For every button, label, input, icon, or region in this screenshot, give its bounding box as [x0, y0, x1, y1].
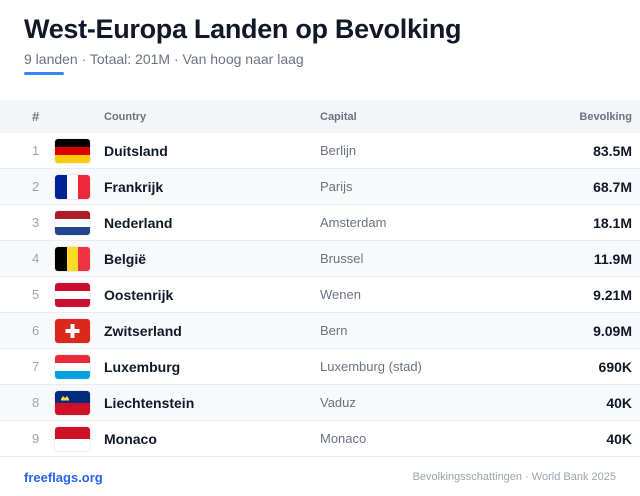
row-rank: 8: [32, 395, 40, 410]
row-capital: Amsterdam: [320, 215, 387, 230]
row-capital: Berlijn: [320, 143, 357, 158]
switzerland-flag-icon: [55, 318, 90, 343]
table-row[interactable]: 6 Zwitserland Bern 9.09M: [0, 313, 640, 349]
data-source-note: Bevolkingsschattingen · World Bank 2025: [412, 471, 616, 483]
row-country: Nederland: [104, 214, 173, 231]
table-row[interactable]: 2 Frankrijk Parijs 68.7M: [0, 169, 640, 205]
row-rank: 9: [32, 431, 40, 446]
table-row[interactable]: 8 Liechtenstein Vaduz 40K: [0, 385, 640, 421]
row-country: Liechtenstein: [104, 394, 195, 411]
row-country: Frankrijk: [104, 178, 164, 195]
table-header: # Country Capital Bevolking: [0, 100, 640, 133]
freeflags-link[interactable]: freeflags.org: [24, 469, 103, 485]
monaco-flag-icon: [55, 426, 90, 451]
row-population: 18.1M: [593, 214, 632, 231]
row-capital: Monaco: [320, 431, 367, 446]
page-header: West-Europa Landen op Bevolking 9 landen…: [24, 12, 624, 68]
row-population: 690K: [598, 358, 632, 375]
row-capital: Parijs: [320, 179, 353, 194]
table-row[interactable]: 5 Oostenrijk Wenen 9.21M: [0, 277, 640, 313]
row-population: 11.9M: [593, 250, 632, 267]
row-population: 9.21M: [593, 286, 632, 303]
row-rank: 6: [32, 323, 40, 338]
page-footer: freeflags.org Bevolkingsschattingen · Wo…: [0, 462, 640, 492]
row-capital: Wenen: [320, 287, 361, 302]
table-row[interactable]: 9 Monaco Monaco 40K: [0, 421, 640, 457]
germany-flag-icon: [55, 138, 90, 163]
row-capital: Luxemburg (stad): [320, 359, 422, 374]
row-capital: Brussel: [320, 251, 364, 266]
row-capital: Vaduz: [320, 395, 356, 410]
row-rank: 4: [32, 251, 40, 266]
row-capital: Bern: [320, 323, 348, 338]
liechtenstein-flag-icon: [55, 390, 90, 415]
netherlands-flag-icon: [55, 210, 90, 235]
row-rank: 7: [32, 359, 40, 374]
luxembourg-flag-icon: [55, 354, 90, 379]
row-rank: 2: [32, 179, 40, 194]
row-country: Oostenrijk: [104, 286, 174, 303]
table-row[interactable]: 7 Luxemburg Luxemburg (stad) 690K: [0, 349, 640, 385]
column-header-population[interactable]: Bevolking: [579, 110, 632, 123]
title-accent-bar: [24, 72, 64, 75]
row-population: 83.5M: [593, 142, 632, 159]
table-row[interactable]: 4 België Brussel 11.9M: [0, 241, 640, 277]
page-subtitle: 9 landen · Totaal: 201M · Van hoog naar …: [24, 51, 304, 67]
france-flag-icon: [55, 174, 90, 199]
column-header-capital[interactable]: Capital: [320, 110, 357, 123]
row-rank: 3: [32, 215, 40, 230]
row-population: 68.7M: [593, 178, 632, 195]
row-population: 40K: [606, 430, 632, 447]
belgium-flag-icon: [55, 246, 90, 271]
table-row[interactable]: 1 Duitsland Berlijn 83.5M: [0, 133, 640, 169]
row-country: Luxemburg: [104, 358, 181, 375]
row-country: Zwitserland: [104, 322, 182, 339]
row-rank: 5: [32, 287, 40, 302]
row-population: 40K: [606, 394, 632, 411]
column-header-rank: #: [32, 109, 40, 124]
population-table: # Country Capital Bevolking 1 Duitsland …: [0, 100, 640, 457]
austria-flag-icon: [55, 282, 90, 307]
row-rank: 1: [32, 143, 40, 158]
row-country: België: [104, 250, 147, 267]
row-country: Monaco: [104, 430, 157, 447]
row-population: 9.09M: [593, 322, 632, 339]
page-title: West-Europa Landen op Bevolking: [24, 14, 462, 44]
row-country: Duitsland: [104, 142, 168, 159]
table-row[interactable]: 3 Nederland Amsterdam 18.1M: [0, 205, 640, 241]
column-header-country[interactable]: Country: [104, 110, 147, 123]
